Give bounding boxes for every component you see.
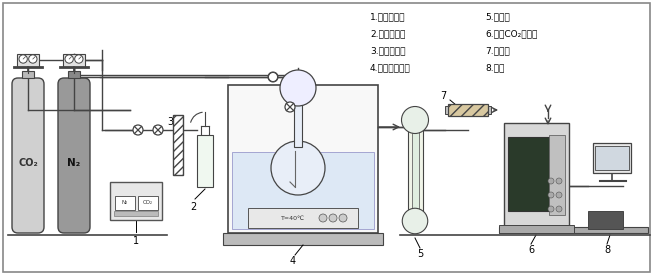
Text: CO₂: CO₂	[18, 158, 38, 168]
Bar	[138, 196, 158, 210]
Bar	[173, 115, 183, 175]
Text: 6.红外CO₂分析仪: 6.红外CO₂分析仪	[485, 29, 537, 38]
Text: 1.流量控制器: 1.流量控制器	[370, 12, 406, 21]
Bar	[593, 143, 631, 173]
Circle shape	[556, 178, 562, 184]
Text: 8: 8	[604, 245, 610, 255]
Circle shape	[74, 55, 83, 63]
Bar	[68, 71, 80, 78]
Bar	[448, 104, 488, 116]
Text: 5: 5	[417, 249, 423, 259]
Circle shape	[65, 55, 73, 63]
Circle shape	[153, 125, 163, 135]
Text: CO₂: CO₂	[143, 200, 153, 205]
Bar	[294, 92, 302, 147]
FancyBboxPatch shape	[12, 78, 44, 233]
Bar	[508, 137, 549, 211]
Text: 1: 1	[133, 236, 139, 246]
Circle shape	[402, 106, 428, 133]
Circle shape	[285, 102, 295, 112]
Circle shape	[548, 192, 554, 198]
Circle shape	[548, 178, 554, 184]
Circle shape	[556, 206, 562, 212]
Circle shape	[402, 208, 428, 234]
Bar	[488, 106, 491, 114]
Bar	[17, 54, 39, 67]
Circle shape	[329, 214, 337, 222]
Circle shape	[319, 214, 327, 222]
Text: 5.冷凝器: 5.冷凝器	[485, 12, 510, 21]
Bar	[228, 85, 378, 233]
Bar	[232, 152, 374, 229]
Circle shape	[133, 125, 143, 135]
Bar	[549, 135, 565, 215]
Bar	[595, 146, 629, 170]
Bar	[412, 123, 419, 228]
Bar	[114, 211, 158, 216]
Bar	[248, 208, 358, 228]
Text: 3.气体混合器: 3.气体混合器	[370, 46, 406, 55]
Text: 6: 6	[528, 245, 534, 255]
Circle shape	[271, 141, 325, 195]
Text: 4: 4	[290, 256, 296, 266]
Text: 4.恒温水浴装置: 4.恒温水浴装置	[370, 63, 411, 72]
FancyBboxPatch shape	[58, 78, 90, 233]
Bar	[499, 225, 574, 233]
Bar	[63, 54, 85, 67]
Circle shape	[339, 214, 347, 222]
Bar	[504, 123, 569, 228]
Text: N₂: N₂	[122, 200, 128, 205]
Text: 8.电脑: 8.电脑	[485, 63, 504, 72]
Bar	[588, 211, 623, 229]
Text: 2.水饱和装置: 2.水饱和装置	[370, 29, 406, 38]
Bar	[408, 128, 423, 223]
Text: 3: 3	[167, 117, 173, 127]
Bar	[223, 233, 383, 245]
Text: 2: 2	[190, 202, 196, 212]
Circle shape	[280, 70, 316, 106]
Text: T=40℃: T=40℃	[281, 216, 305, 221]
Bar	[22, 71, 35, 78]
Circle shape	[548, 206, 554, 212]
Text: 7: 7	[440, 91, 446, 101]
Circle shape	[19, 55, 27, 63]
Circle shape	[556, 192, 562, 198]
Bar	[110, 182, 162, 220]
Bar	[499, 227, 648, 233]
Text: N₂: N₂	[67, 158, 80, 168]
Bar	[445, 106, 448, 114]
Bar	[197, 134, 213, 187]
Bar	[115, 196, 135, 210]
Text: 7.干燥管: 7.干燥管	[485, 46, 510, 55]
Circle shape	[268, 72, 278, 82]
Circle shape	[29, 55, 37, 63]
